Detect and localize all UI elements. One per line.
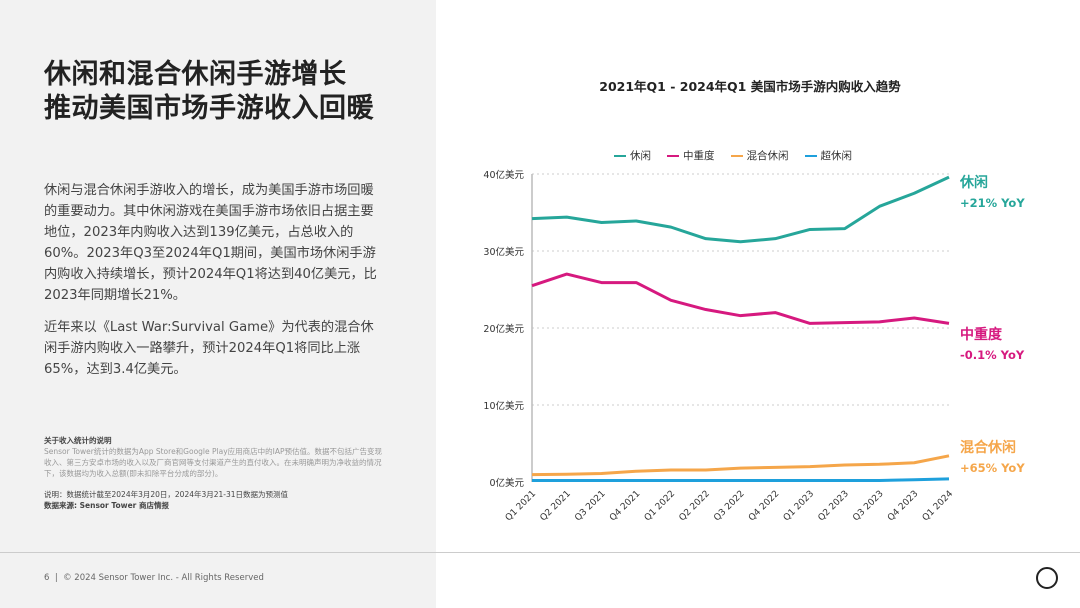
body-text: 休闲与混合休闲手游收入的增长，成为美国手游市场回暖的重要动力。其中休闲游戏在美国… <box>44 180 384 391</box>
y-tick-label: 20亿美元 <box>483 323 524 335</box>
x-tick-label: Q4 2021 <box>608 489 642 523</box>
copyright: © 2024 Sensor Tower Inc. - All Rights Re… <box>63 573 264 583</box>
note-source: 数据来源: Sensor Tower 商店情报 <box>44 501 169 510</box>
annotation-label: 休闲 <box>960 175 988 192</box>
legend-item: 中重度 <box>667 148 715 163</box>
series-annotation: 混合休闲 +65% YoY <box>960 438 1025 478</box>
note-explain: 说明：数据统计截至2024年3月20日，2024年3月21-31日数据为预测值 <box>44 490 289 499</box>
legend-swatch <box>730 155 743 157</box>
sensor-tower-logo-icon <box>1036 567 1058 589</box>
series-annotation: 中重度 -0.1% YoY <box>960 325 1024 365</box>
annotation-yoy: +65% YoY <box>960 460 1025 475</box>
legend-swatch <box>614 155 626 157</box>
legend-swatch <box>804 155 817 157</box>
x-tick-label: Q3 2023 <box>851 489 885 523</box>
series-annotation: 休闲 +21% YoY <box>960 173 1025 213</box>
legend-item: 休闲 <box>614 148 651 163</box>
x-tick-label: Q2 2021 <box>539 489 573 523</box>
y-tick-label: 30亿美元 <box>483 246 524 258</box>
x-tick-label: Q1 2022 <box>643 489 677 523</box>
legend-item: 混合休闲 <box>730 148 789 163</box>
x-tick-label: Q2 2022 <box>678 489 712 523</box>
paragraph-2: 近年来以《Last War:Survival Game》为代表的混合休闲手游内购… <box>44 320 374 377</box>
footer-divider <box>0 552 1080 553</box>
x-tick-label: Q1 2023 <box>782 489 816 523</box>
legend-swatch <box>667 155 679 157</box>
legend-item: 超休闲 <box>804 148 853 163</box>
title-line-2: 推动美国市场手游收入回暖 <box>44 93 374 124</box>
series-line-中重度 <box>531 272 950 325</box>
series-line-超休闲 <box>532 477 950 482</box>
notes: 关于收入统计的说明 Sensor Tower统计的数据为App Store和Go… <box>44 435 384 511</box>
annotation-label: 中重度 <box>960 327 1002 344</box>
legend-label: 休闲 <box>630 150 651 162</box>
series-line-混合休闲 <box>531 454 950 477</box>
page-number: 6 <box>44 573 50 583</box>
footer: 6 | © 2024 Sensor Tower Inc. - All Right… <box>44 573 264 583</box>
x-tick-label: Q1 2024 <box>921 489 956 524</box>
annotation-yoy: -0.1% YoY <box>960 348 1025 363</box>
left-panel: 休闲和混合休闲手游增长 推动美国市场手游收入回暖 休闲与混合休闲手游收入的增长，… <box>0 0 436 608</box>
legend-label: 中重度 <box>683 150 715 162</box>
chart-title: 2021年Q1 - 2024年Q1 美国市场手游内购收入趋势 <box>599 79 901 94</box>
x-tick-label: Q4 2022 <box>747 489 781 523</box>
page-title: 休闲和混合休闲手游增长 推动美国市场手游收入回暖 <box>44 58 374 126</box>
x-tick-label: Q1 2021 <box>504 489 538 523</box>
series-line-休闲 <box>531 175 950 244</box>
annotation-yoy: +21% YoY <box>960 196 1025 211</box>
chart-legend: 休闲 中重度 混合休闲 超休闲 <box>614 148 852 163</box>
annotation-label: 混合休闲 <box>960 439 1016 456</box>
paragraph-1: 休闲与混合休闲手游收入的增长，成为美国手游市场回暖的重要动力。其中休闲游戏在美国… <box>44 183 377 303</box>
x-tick-label: Q3 2022 <box>712 489 746 523</box>
title-line-1: 休闲和混合休闲手游增长 <box>44 59 347 90</box>
x-tick-label: Q4 2023 <box>886 489 920 523</box>
legend-label: 混合休闲 <box>746 150 789 162</box>
x-tick-label: Q2 2023 <box>817 489 851 523</box>
y-tick-label: 0亿美元 <box>489 477 524 489</box>
note-text: Sensor Tower统计的数据为App Store和Google Play应… <box>44 447 383 478</box>
x-tick-label: Q3 2021 <box>573 489 607 523</box>
note-heading: 关于收入统计的说明 <box>44 436 112 445</box>
y-tick-label: 10亿美元 <box>483 400 524 412</box>
y-tick-label: 40亿美元 <box>483 169 524 181</box>
legend-label: 超休闲 <box>820 150 853 162</box>
